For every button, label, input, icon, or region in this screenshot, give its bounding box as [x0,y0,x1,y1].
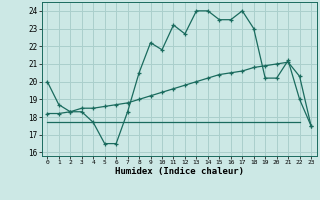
X-axis label: Humidex (Indice chaleur): Humidex (Indice chaleur) [115,167,244,176]
